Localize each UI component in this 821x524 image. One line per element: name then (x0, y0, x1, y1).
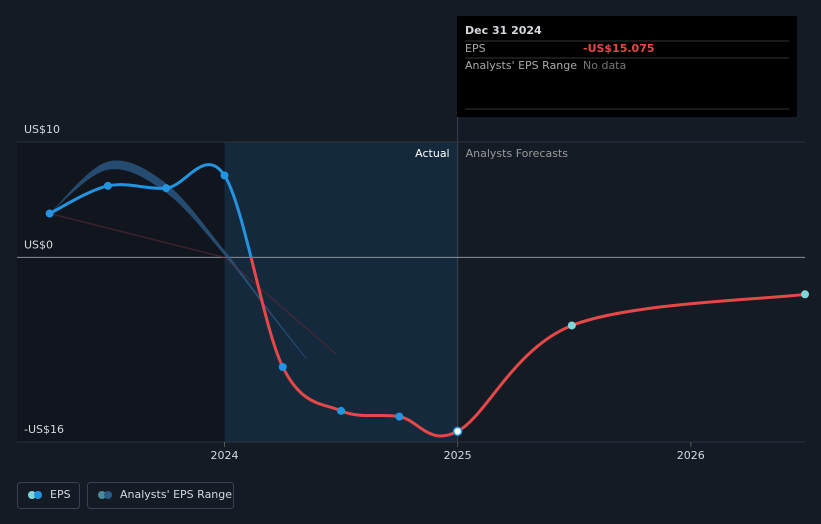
legend-item[interactable] (17, 482, 80, 509)
tooltip: Dec 31 2024 EPS -US$15.075 Analysts' EPS… (457, 16, 797, 117)
range-band (49, 160, 307, 359)
eps-point[interactable] (45, 209, 54, 218)
past-region (17, 142, 225, 442)
legend-swatch (104, 491, 112, 499)
legend-swatch (98, 491, 106, 499)
eps-point[interactable] (567, 321, 576, 330)
tooltip-date: Dec 31 2024 (465, 24, 542, 37)
eps-point[interactable] (337, 406, 346, 415)
x-tick-label: 2024 (210, 449, 238, 462)
legend-item[interactable] (87, 482, 234, 509)
region-label: Actual (415, 147, 449, 160)
tooltip-box (457, 16, 797, 117)
legend-label: EPS (50, 488, 71, 501)
plot (45, 160, 809, 438)
range-tail (49, 212, 337, 355)
eps-point[interactable] (452, 426, 463, 437)
legend-label: Analysts' EPS Range (120, 488, 232, 501)
region-label: Analysts Forecasts (466, 147, 569, 160)
tooltip-label: Analysts' EPS Range (465, 59, 577, 72)
tooltip-label: EPS (465, 42, 486, 55)
legend: EPS Analysts' EPS Range (17, 482, 234, 509)
tooltip-value: -US$15.075 (583, 42, 655, 55)
actual-region (224, 142, 458, 442)
eps-point[interactable] (162, 184, 171, 193)
y-tick-label: US$0 (24, 238, 53, 251)
plot-background: Actual Analysts Forecasts US$10 US$0 -US$16 2… (17, 16, 805, 462)
x-tick-label: 2026 (677, 449, 705, 462)
y-tick-label: -US$16 (24, 423, 64, 436)
eps-line (249, 257, 806, 438)
tooltip-value: No data (583, 59, 626, 72)
eps-point[interactable] (103, 181, 112, 190)
eps-point[interactable] (220, 171, 229, 180)
y-tick-label: US$10 (24, 123, 60, 136)
eps-point[interactable] (278, 363, 287, 371)
legend-swatch (28, 491, 36, 499)
x-tick-label: 2025 (444, 449, 472, 462)
eps-point[interactable] (395, 412, 404, 421)
eps-point[interactable] (801, 290, 809, 299)
legend-swatch (34, 491, 42, 499)
